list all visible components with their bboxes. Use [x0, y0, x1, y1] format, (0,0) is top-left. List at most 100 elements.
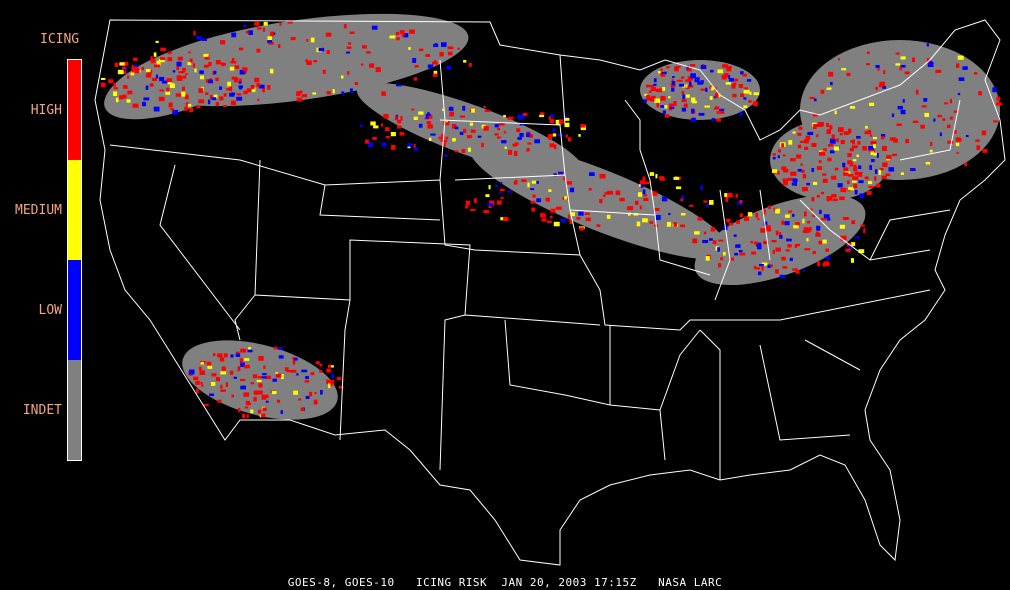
- icing-risk-pixel: [328, 364, 331, 368]
- icing-risk-pixel: [882, 85, 887, 89]
- icing-risk-pixel: [607, 190, 614, 195]
- icing-risk-pixel: [775, 269, 779, 274]
- icing-risk-pixel: [257, 376, 262, 379]
- icing-risk-pixel: [328, 383, 331, 389]
- icing-risk-pixel: [715, 93, 719, 98]
- icing-risk-pixel: [718, 239, 724, 242]
- icing-risk-pixel: [757, 244, 762, 250]
- icing-risk-pixel: [767, 264, 771, 268]
- icing-risk-pixel: [852, 180, 857, 183]
- icing-risk-pixel: [115, 63, 118, 67]
- icing-risk-pixel: [273, 346, 278, 350]
- icing-risk-pixel: [858, 249, 865, 254]
- icing-risk-pixel: [681, 107, 686, 112]
- icing-risk-pixel: [167, 57, 173, 62]
- icing-risk-pixel: [548, 116, 551, 120]
- icing-risk-pixel: [315, 361, 320, 365]
- icing-risk-pixel: [812, 181, 818, 185]
- icing-risk-pixel: [691, 108, 695, 114]
- icing-risk-pixel: [825, 256, 831, 260]
- icing-risk-pixel: [829, 150, 835, 154]
- icing-risk-pixel: [201, 383, 204, 388]
- icing-risk-pixel: [454, 150, 459, 153]
- icing-risk-pixel: [263, 365, 266, 369]
- icing-risk-pixel: [660, 105, 664, 108]
- icing-risk-pixel: [166, 78, 173, 83]
- icing-risk-pixel: [849, 147, 854, 152]
- icing-risk-pixel: [662, 86, 666, 91]
- icing-risk-pixel: [812, 113, 818, 117]
- icing-risk-pixel: [559, 119, 564, 124]
- icing-risk-pixel: [646, 97, 651, 101]
- icing-risk-pixel: [654, 98, 660, 103]
- icing-risk-pixel: [445, 136, 449, 140]
- icing-risk-pixel: [750, 240, 753, 244]
- icing-risk-pixel: [564, 117, 570, 121]
- icing-risk-pixel: [797, 132, 802, 136]
- icing-risk-pixel: [643, 194, 647, 197]
- icing-risk-pixel: [743, 105, 748, 109]
- icing-risk-pixel: [182, 75, 187, 79]
- icing-risk-pixel: [869, 149, 875, 153]
- icing-risk-pixel: [781, 143, 785, 148]
- icing-risk-pixel: [735, 193, 738, 198]
- icing-risk-pixel: [724, 193, 729, 198]
- icing-risk-pixel: [397, 119, 402, 124]
- icing-risk-pixel: [127, 75, 130, 79]
- icing-risk-pixel: [504, 146, 507, 149]
- icing-risk-pixel: [809, 96, 815, 100]
- icing-risk-pixel: [526, 132, 531, 138]
- icing-risk-pixel: [895, 52, 900, 55]
- icing-risk-pixel: [840, 187, 847, 193]
- icing-risk-pixel: [775, 247, 781, 252]
- icing-risk-pixel: [499, 188, 505, 192]
- icing-risk-pixel: [775, 230, 779, 236]
- icing-risk-pixel: [580, 124, 586, 128]
- icing-risk-pixel: [822, 239, 827, 244]
- icing-risk-pixel: [870, 141, 877, 145]
- icing-risk-pixel: [812, 251, 816, 254]
- icing-risk-pixel: [904, 71, 910, 75]
- icing-risk-pixel: [447, 51, 453, 56]
- icing-risk-pixel: [234, 65, 240, 69]
- icing-risk-pixel: [200, 361, 204, 365]
- icing-risk-pixel: [759, 263, 764, 267]
- icing-risk-pixel: [818, 151, 824, 156]
- icing-risk-pixel: [412, 58, 417, 63]
- icing-risk-pixel: [697, 82, 704, 85]
- icing-risk-pixel: [462, 105, 466, 111]
- icing-risk-pixel: [290, 369, 297, 373]
- icing-risk-pixel: [588, 187, 592, 191]
- icing-risk-pixel: [564, 196, 568, 200]
- icing-risk-pixel: [188, 51, 191, 54]
- icing-risk-pixel: [891, 113, 895, 118]
- icing-risk-pixel: [804, 248, 811, 251]
- icing-risk-pixel: [881, 175, 887, 180]
- icing-risk-pixel: [446, 65, 451, 70]
- icing-risk-pixel: [122, 61, 129, 66]
- icing-risk-pixel: [661, 73, 666, 77]
- icing-risk-pixel: [653, 83, 657, 86]
- icing-risk-pixel: [459, 115, 466, 118]
- icing-risk-pixel: [702, 239, 709, 244]
- icing-risk-pixel: [996, 96, 1001, 102]
- icing-risk-pixel: [245, 400, 250, 404]
- icing-risk-pixel: [900, 64, 906, 68]
- icing-risk-pixel: [381, 142, 387, 147]
- icing-risk-pixel: [639, 180, 646, 185]
- icing-risk-pixel: [839, 196, 845, 201]
- icing-risk-pixel: [396, 84, 402, 87]
- icing-risk-pixel: [184, 94, 189, 100]
- icing-risk-pixel: [569, 187, 575, 193]
- icing-risk-pixel: [494, 133, 499, 136]
- icing-risk-pixel: [585, 217, 591, 222]
- icing-risk-pixel: [811, 167, 815, 172]
- icing-risk-pixel: [820, 89, 825, 94]
- icing-risk-pixel: [155, 74, 159, 79]
- icing-risk-pixel: [852, 159, 857, 162]
- icing-risk-pixel: [650, 96, 656, 102]
- icing-risk-pixel: [680, 198, 684, 202]
- icing-risk-pixel: [211, 373, 217, 377]
- icing-risk-layer: [100, 21, 1002, 419]
- icing-risk-pixel: [761, 262, 768, 266]
